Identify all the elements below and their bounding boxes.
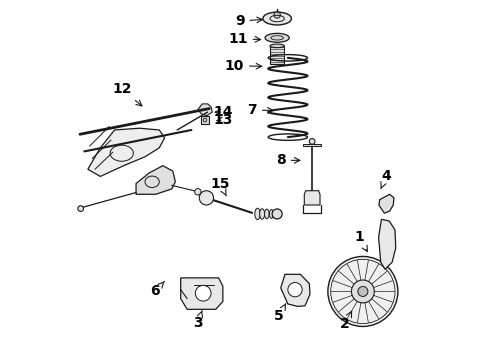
- Polygon shape: [136, 166, 175, 194]
- Text: 11: 11: [228, 32, 261, 46]
- Circle shape: [351, 280, 374, 303]
- Polygon shape: [303, 144, 321, 146]
- Text: 12: 12: [112, 82, 142, 106]
- Circle shape: [199, 191, 214, 205]
- Text: 9: 9: [235, 14, 263, 28]
- Ellipse shape: [272, 209, 282, 219]
- Text: 8: 8: [276, 153, 300, 167]
- Polygon shape: [88, 128, 165, 176]
- Text: 10: 10: [224, 59, 262, 73]
- Ellipse shape: [265, 209, 269, 219]
- Text: 4: 4: [381, 170, 391, 189]
- Ellipse shape: [274, 12, 280, 18]
- Polygon shape: [379, 219, 396, 269]
- Polygon shape: [198, 104, 212, 116]
- Polygon shape: [281, 274, 310, 306]
- Ellipse shape: [270, 44, 284, 48]
- Circle shape: [358, 287, 368, 296]
- Text: 2: 2: [340, 311, 352, 330]
- Polygon shape: [270, 46, 284, 64]
- Text: 5: 5: [274, 303, 286, 323]
- Ellipse shape: [265, 33, 289, 42]
- Text: 1: 1: [354, 230, 368, 252]
- Text: 13: 13: [214, 113, 233, 127]
- Polygon shape: [304, 191, 320, 205]
- Ellipse shape: [274, 210, 278, 218]
- Circle shape: [328, 256, 398, 327]
- Circle shape: [288, 283, 302, 297]
- Ellipse shape: [260, 209, 265, 219]
- Ellipse shape: [270, 210, 273, 218]
- Polygon shape: [201, 116, 209, 123]
- Polygon shape: [379, 194, 394, 213]
- Text: 3: 3: [193, 310, 203, 330]
- Text: 6: 6: [150, 282, 165, 298]
- Text: 7: 7: [247, 103, 273, 117]
- Circle shape: [78, 206, 83, 211]
- Polygon shape: [181, 278, 223, 309]
- Text: 14: 14: [214, 105, 233, 119]
- Ellipse shape: [255, 208, 260, 220]
- Circle shape: [196, 285, 211, 301]
- Ellipse shape: [263, 12, 292, 25]
- Text: 15: 15: [210, 176, 230, 196]
- Circle shape: [309, 139, 315, 144]
- Circle shape: [195, 189, 201, 195]
